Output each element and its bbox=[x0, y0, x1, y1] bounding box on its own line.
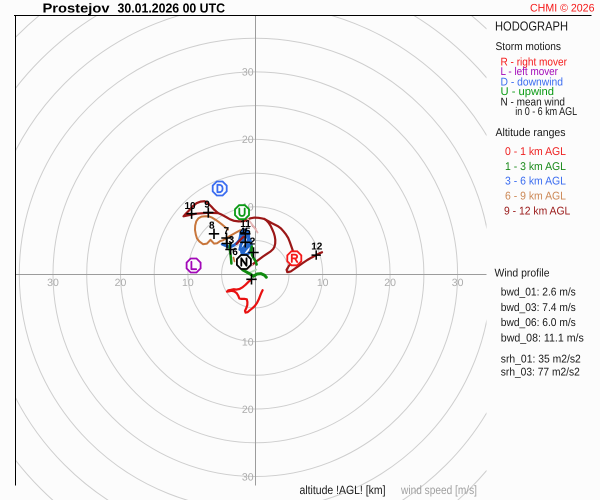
svg-text:6: 6 bbox=[232, 247, 238, 258]
svg-text:Storm motions: Storm motions bbox=[496, 41, 562, 53]
svg-text:Wind profile: Wind profile bbox=[495, 268, 550, 280]
svg-text:9: 9 bbox=[204, 200, 210, 211]
svg-text:20: 20 bbox=[115, 277, 127, 289]
svg-text:20: 20 bbox=[242, 404, 254, 416]
svg-text:10: 10 bbox=[182, 277, 194, 289]
svg-text:bwd_03: 7.4 m/s: bwd_03: 7.4 m/s bbox=[501, 302, 576, 314]
svg-text:10: 10 bbox=[317, 277, 329, 289]
svg-text:D - downwind: D - downwind bbox=[501, 76, 564, 88]
svg-text:N - mean wind: N - mean wind bbox=[501, 96, 566, 108]
svg-text:30.01.2026 00 UTC: 30.01.2026 00 UTC bbox=[118, 1, 226, 16]
svg-text:30: 30 bbox=[242, 471, 254, 483]
svg-text:U - upwind: U - upwind bbox=[501, 86, 555, 98]
svg-text:3: 3 bbox=[229, 235, 235, 246]
svg-text:45: 45 bbox=[240, 227, 252, 238]
svg-text:srh_03: 77 m2/s2: srh_03: 77 m2/s2 bbox=[501, 366, 580, 378]
svg-text:20: 20 bbox=[242, 134, 254, 146]
svg-text:1 - 3 km AGL: 1 - 3 km AGL bbox=[505, 161, 566, 173]
svg-text:2: 2 bbox=[250, 237, 256, 248]
svg-text:3 - 6 km AGL: 3 - 6 km AGL bbox=[505, 175, 566, 187]
svg-text:0 - 1 km AGL: 0 - 1 km AGL bbox=[505, 146, 566, 158]
svg-text:in 0 - 6 km AGL: in 0 - 6 km AGL bbox=[515, 106, 577, 118]
svg-text:Prostejov: Prostejov bbox=[43, 1, 111, 16]
svg-text:11: 11 bbox=[240, 219, 251, 230]
svg-text:10: 10 bbox=[185, 201, 197, 212]
svg-text:10: 10 bbox=[242, 336, 254, 348]
svg-text:30: 30 bbox=[242, 67, 254, 79]
svg-text:wind speed [m/s]: wind speed [m/s] bbox=[400, 483, 477, 497]
svg-text:30: 30 bbox=[452, 277, 464, 289]
svg-text:9 - 12 km AGL: 9 - 12 km AGL bbox=[504, 206, 570, 218]
svg-text:CHMI © 2026: CHMI © 2026 bbox=[530, 2, 595, 14]
svg-text:8: 8 bbox=[209, 221, 215, 232]
svg-text:bwd_01: 2.6 m/s: bwd_01: 2.6 m/s bbox=[501, 287, 576, 299]
svg-text:srh_01: 35 m2/s2: srh_01: 35 m2/s2 bbox=[501, 353, 581, 365]
svg-text:bwd_08: 11.1 m/s: bwd_08: 11.1 m/s bbox=[501, 333, 584, 345]
svg-text:12: 12 bbox=[311, 242, 323, 253]
svg-text:20: 20 bbox=[384, 277, 396, 289]
svg-text:altitude !AGL! [km]: altitude !AGL! [km] bbox=[300, 483, 386, 497]
svg-text:HODOGRAPH: HODOGRAPH bbox=[495, 19, 568, 34]
svg-text:bwd_06: 6.0 m/s: bwd_06: 6.0 m/s bbox=[501, 317, 576, 329]
svg-text:30: 30 bbox=[47, 277, 59, 289]
svg-text:L - left mover: L - left mover bbox=[501, 66, 559, 78]
svg-text:7: 7 bbox=[224, 226, 230, 237]
svg-text:6 - 9 km AGL: 6 - 9 km AGL bbox=[505, 190, 566, 202]
svg-text:Altitude ranges: Altitude ranges bbox=[496, 127, 566, 139]
svg-text:R - right mover: R - right mover bbox=[501, 56, 568, 68]
